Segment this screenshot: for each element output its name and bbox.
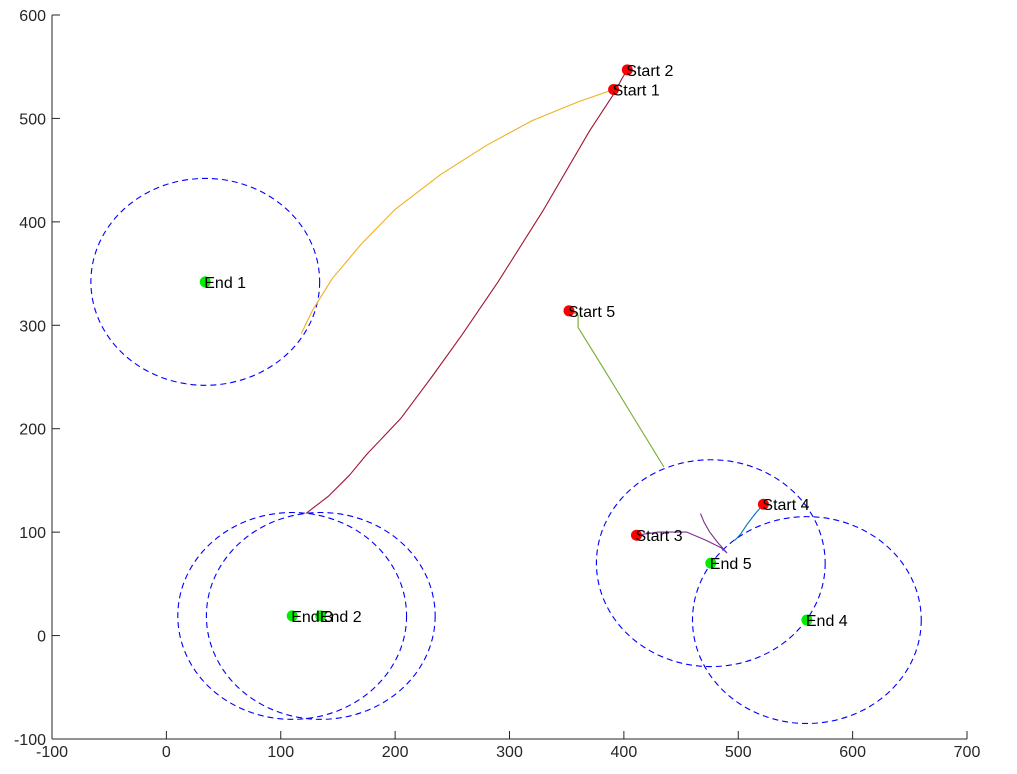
- target-circle-4: [595, 459, 826, 668]
- axes: -100 0 100 200 300 400 500 600 700 -100 0 100 200 300…: [14, 8, 980, 761]
- path-series-2: [305, 69, 628, 514]
- x-tick-label: 400: [611, 744, 638, 761]
- path-series-5: [568, 310, 665, 468]
- y-tick-label: 400: [19, 215, 46, 232]
- start-point-marker-2: [621, 64, 633, 76]
- x-tick-label: 200: [382, 744, 409, 761]
- paths-layer: [300, 69, 764, 554]
- y-tick-label: 600: [19, 8, 46, 25]
- end-point-label-3: End 3: [291, 609, 333, 626]
- start-point-label-4: Start 4: [762, 497, 809, 514]
- y-tick-label: -100: [14, 732, 46, 749]
- end-point-label-2: End 2: [320, 609, 362, 626]
- end-point-label-4: End 4: [806, 613, 848, 630]
- start-point-label-1: Start 1: [613, 82, 660, 99]
- start-point-label-5: Start 5: [568, 304, 615, 321]
- end-point-marker-3: [286, 610, 298, 622]
- end-point-marker-4: [801, 614, 813, 626]
- x-tick-label: 700: [954, 744, 981, 761]
- end-point-marker-2: [315, 610, 327, 622]
- start-point-marker-5: [563, 305, 575, 317]
- x-tick-label: 600: [839, 744, 866, 761]
- y-tick-label: 200: [19, 422, 46, 439]
- x-tick-label: 500: [725, 744, 752, 761]
- end-point-label-1: End 1: [204, 275, 246, 292]
- start-point-marker-4: [757, 498, 769, 510]
- path-series-3: [636, 513, 728, 554]
- start-point-label-3: Start 3: [635, 528, 682, 545]
- end-point-marker-1: [199, 276, 211, 288]
- path-series-1: [300, 88, 614, 334]
- start-point-label-2: Start 2: [626, 63, 673, 80]
- start-point-marker-3: [630, 529, 642, 541]
- y-tick-label: 0: [37, 629, 46, 646]
- target-circle-5: [691, 516, 922, 725]
- target-circle-1: [90, 177, 321, 386]
- end-point-label-5: End 5: [710, 556, 752, 573]
- x-tick-label: 100: [267, 744, 294, 761]
- end-point-marker-5: [705, 557, 717, 569]
- circles-layer: [90, 177, 922, 725]
- target-circle-2: [177, 511, 408, 720]
- y-tick-label: 100: [19, 525, 46, 542]
- path-series-4: [734, 503, 764, 541]
- x-tick-label: 0: [162, 744, 171, 761]
- y-tick-label: 500: [19, 111, 46, 128]
- target-circle-3: [205, 511, 436, 720]
- start-point-marker-1: [608, 83, 620, 95]
- x-tick-label: 300: [496, 744, 523, 761]
- y-tick-label: 300: [19, 318, 46, 335]
- x-tick-label: -100: [36, 744, 68, 761]
